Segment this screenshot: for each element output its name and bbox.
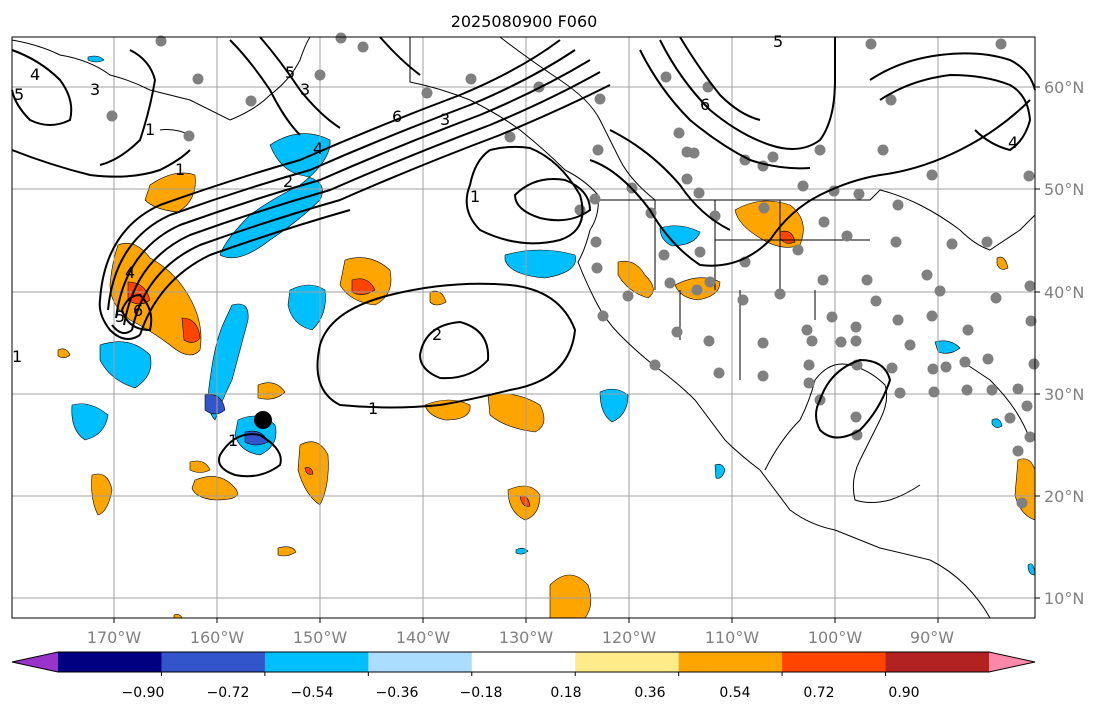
negative-anomaly-shading bbox=[71, 55, 1036, 576]
contour-label: 4 bbox=[30, 65, 40, 84]
contour-label: 1 bbox=[368, 399, 378, 418]
lon-label: 100°W bbox=[808, 628, 863, 647]
lat-label: 60°N bbox=[1044, 78, 1084, 97]
lon-ticks bbox=[113, 618, 939, 623]
lat-label: 20°N bbox=[1044, 487, 1084, 506]
colorbar-tick-labels: −0.90 −0.72 −0.54 −0.36 −0.18 0.18 0.36 … bbox=[122, 685, 920, 701]
colorbar-segment bbox=[678, 652, 783, 672]
station-dots bbox=[106, 32, 1040, 509]
graticule bbox=[12, 37, 1035, 618]
colorbar-segment bbox=[161, 652, 266, 672]
lon-label: 150°W bbox=[293, 628, 348, 647]
contour-label: 1 bbox=[228, 431, 238, 450]
colorbar-tick-label: −0.54 bbox=[291, 685, 334, 701]
colorbar-tick-label: 0.54 bbox=[719, 685, 750, 701]
lat-ticks bbox=[1035, 86, 1040, 599]
colorbar-extend-low bbox=[12, 652, 58, 672]
contour-label: 4 bbox=[313, 139, 323, 158]
contour-label: 6 bbox=[392, 107, 402, 126]
contour-lines bbox=[11, 36, 1036, 478]
contour-label: 1 bbox=[470, 187, 480, 206]
map-title: 2025080900 F060 bbox=[451, 12, 598, 31]
map-panel: 4 5 3 1 5 3 6 3 4 2 1 1 4 5 6 1 2 1 1 5 … bbox=[11, 32, 1040, 623]
contour-label: 3 bbox=[440, 110, 450, 129]
colorbar-tick-label: 0.36 bbox=[634, 685, 665, 701]
lon-label: 130°W bbox=[499, 628, 554, 647]
contour-label: 4 bbox=[125, 263, 135, 282]
lon-label: 90°W bbox=[910, 628, 954, 647]
colorbar-tick-label: −0.72 bbox=[207, 685, 250, 701]
contour-label: 2 bbox=[432, 325, 442, 344]
lat-label: 30°N bbox=[1044, 385, 1084, 404]
colorbar-segment bbox=[471, 652, 576, 672]
contour-label: 1 bbox=[12, 347, 22, 366]
contour-label: 4 bbox=[1008, 133, 1018, 152]
contour-label: 5 bbox=[285, 63, 295, 82]
contour-label: 5 bbox=[115, 307, 125, 326]
lat-label: 10°N bbox=[1044, 589, 1084, 608]
colorbar-segment bbox=[885, 652, 990, 672]
colorbar-tick-label: −0.36 bbox=[376, 685, 419, 701]
lon-label: 110°W bbox=[705, 628, 760, 647]
contour-label: 1 bbox=[175, 160, 185, 179]
lon-label: 160°W bbox=[190, 628, 245, 647]
colorbar-tick-label: −0.18 bbox=[460, 685, 503, 701]
longitude-labels: 170°W 160°W 150°W 140°W 130°W 120°W 110°… bbox=[87, 628, 954, 647]
latitude-labels: 60°N 50°N 40°N 30°N 20°N 10°N bbox=[1044, 78, 1084, 608]
lat-label: 50°N bbox=[1044, 180, 1084, 199]
colorbar-outline bbox=[11, 651, 1036, 673]
contour-label: 2 bbox=[283, 172, 293, 191]
contour-label: 1 bbox=[145, 120, 155, 139]
colorbar-tick-label: 0.90 bbox=[888, 685, 919, 701]
contour-label: 6 bbox=[700, 95, 710, 114]
contour-label: 3 bbox=[300, 80, 310, 99]
colorbar-segment bbox=[575, 652, 680, 672]
colorbar-segment bbox=[58, 652, 162, 672]
contour-labels: 4 5 3 1 5 3 6 3 4 2 1 1 4 5 6 1 2 1 1 5 … bbox=[12, 32, 1018, 450]
colorbar-extend-high bbox=[989, 652, 1035, 672]
contour-label: 5 bbox=[773, 32, 783, 51]
colorbar-tick-label: 0.18 bbox=[550, 685, 581, 701]
colorbar-segment bbox=[782, 652, 887, 672]
map-frame bbox=[11, 36, 1036, 619]
colorbar-tick-label: 0.72 bbox=[803, 685, 834, 701]
colorbar bbox=[11, 651, 1036, 676]
coastlines bbox=[11, 36, 1036, 619]
lon-label: 170°W bbox=[87, 628, 142, 647]
lat-label: 40°N bbox=[1044, 283, 1084, 302]
colorbar-segment bbox=[264, 652, 369, 672]
lon-label: 120°W bbox=[602, 628, 657, 647]
lon-label: 140°W bbox=[396, 628, 451, 647]
positive-anomaly-shading bbox=[57, 172, 1036, 619]
contour-label: 3 bbox=[90, 80, 100, 99]
contour-label: 6 bbox=[133, 301, 143, 320]
colorbar-tick-label: −0.90 bbox=[122, 685, 165, 701]
location-marker bbox=[254, 411, 272, 429]
colorbar-segment bbox=[368, 652, 473, 672]
contour-label: 5 bbox=[14, 85, 24, 104]
